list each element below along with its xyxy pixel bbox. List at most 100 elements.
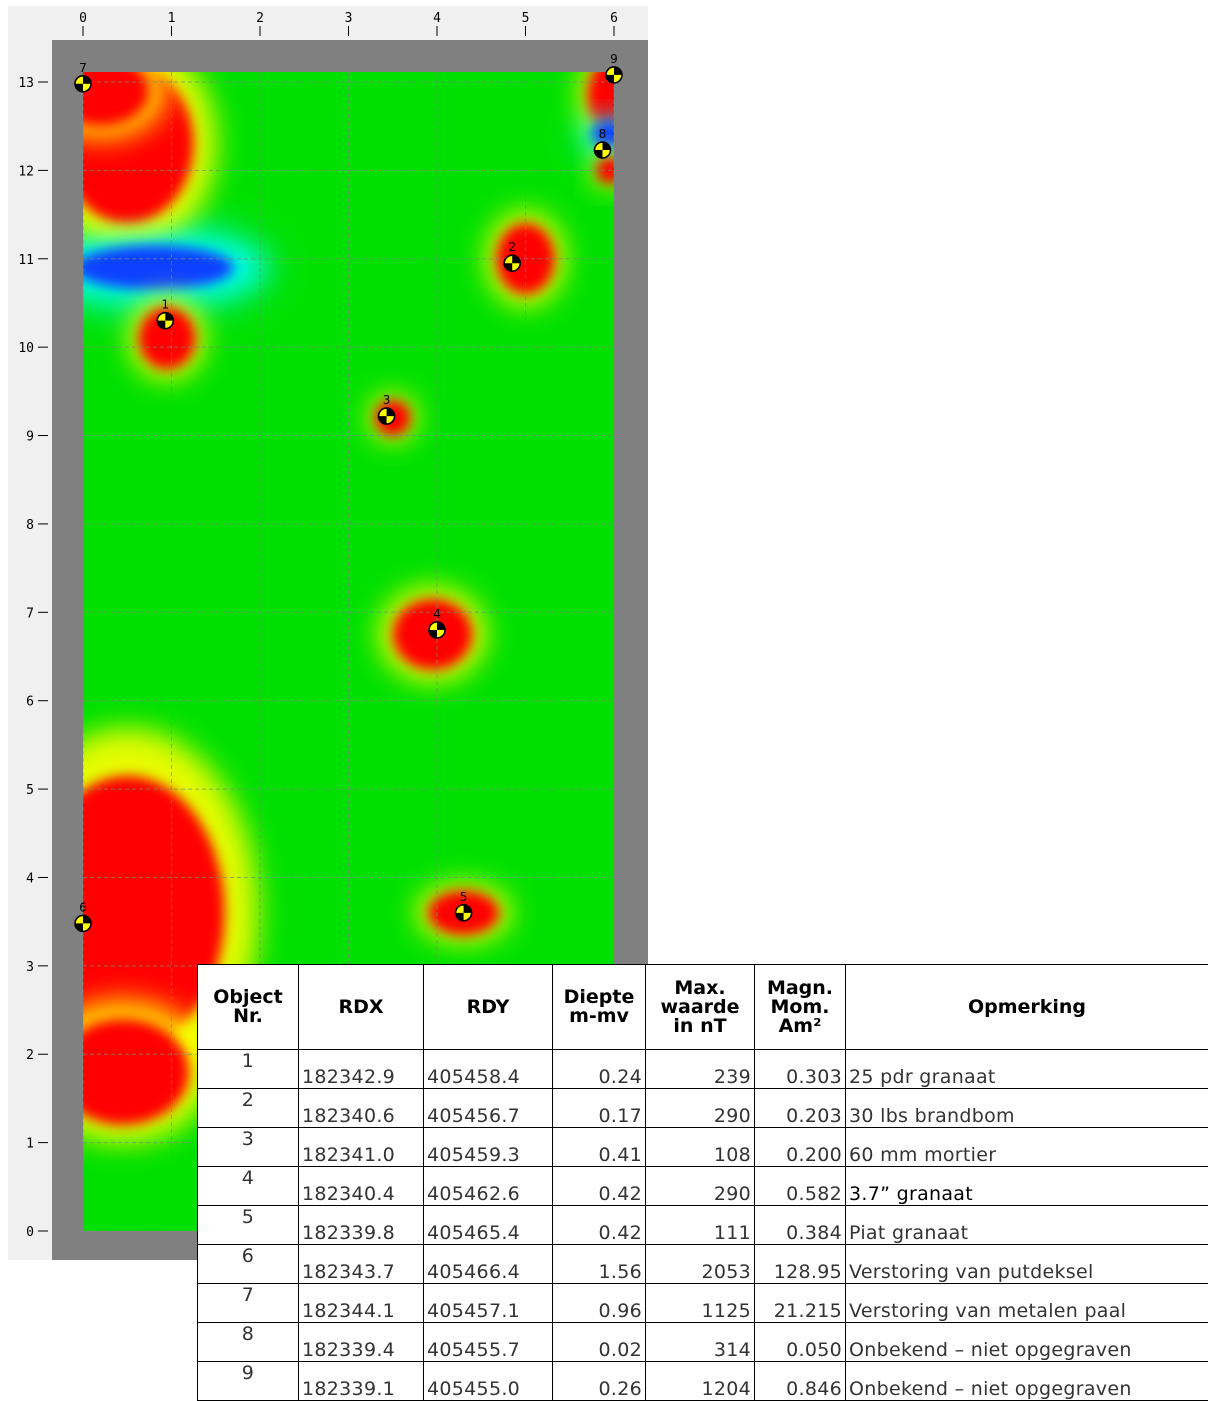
anomaly-positive xyxy=(596,157,614,184)
object-marker: 8 xyxy=(593,127,612,159)
cell-rdx: 182339.8 xyxy=(298,1205,424,1245)
table-row: 6 182343.7 405466.4 1.56 2053 128.95 Verstorin… xyxy=(197,1244,1208,1284)
table-row: 7 182344.1 405457.1 0.96 1125 21.215 Verstorin… xyxy=(197,1283,1208,1323)
y-tick-label: 7 xyxy=(26,606,34,621)
object-marker-label: 1 xyxy=(161,298,169,312)
cell-rdx: 182342.9 xyxy=(298,1049,424,1089)
cell-rdy: 405457.1 xyxy=(423,1283,553,1323)
cell-diepte: 0.02 xyxy=(552,1322,646,1362)
cell-diepte: 0.17 xyxy=(552,1088,646,1128)
table-row: 4 182340.4 405462.6 0.42 290 0.582 3.7” granaa… xyxy=(197,1166,1208,1206)
header-max-waarde: Max. waarde in nT xyxy=(645,964,755,1050)
table-row: 2 182340.6 405456.7 0.17 290 0.203 30 lbs bran… xyxy=(197,1088,1208,1128)
x-axis: 0 1 2 3 4 5 6 xyxy=(79,11,618,36)
cell-rdx: 182339.4 xyxy=(298,1322,424,1362)
y-tick-label: 8 xyxy=(26,518,34,533)
object-markers: 1 2 3 4 5 6 7 8 9 xyxy=(74,52,623,933)
header-magn-mom: Magn. Mom. Am² xyxy=(754,964,846,1050)
cell-object-nr: 3 xyxy=(197,1127,299,1167)
x-tick-label: 6 xyxy=(610,11,618,26)
anomaly-positive xyxy=(83,1018,190,1125)
header-text: waarde xyxy=(660,995,740,1018)
object-marker: 3 xyxy=(377,393,396,425)
header-text: in nT xyxy=(673,1014,727,1037)
header-text: Object xyxy=(213,986,283,1008)
cell-rdy: 405466.4 xyxy=(423,1244,553,1284)
object-marker: 7 xyxy=(74,61,92,93)
object-marker: 1 xyxy=(156,298,175,330)
header-text: Diepte xyxy=(563,986,635,1008)
header-text: RDX xyxy=(338,995,384,1018)
anomaly-negative xyxy=(83,245,234,290)
cell-max-waarde: 239 xyxy=(645,1049,755,1089)
header-rdy: RDY xyxy=(423,964,553,1050)
object-marker: 2 xyxy=(503,240,522,272)
cell-rdx: 182344.1 xyxy=(298,1283,424,1323)
cell-object-nr: 7 xyxy=(197,1283,299,1323)
cell-opmerking: 25 pdr granaat xyxy=(845,1049,1208,1089)
object-marker-label: 3 xyxy=(383,393,391,407)
cell-opmerking: Verstoring van putdeksel xyxy=(845,1244,1208,1284)
cell-diepte: 1.56 xyxy=(552,1244,646,1284)
cell-object-nr: 1 xyxy=(197,1049,299,1089)
cell-rdy: 405456.7 xyxy=(423,1088,553,1128)
y-tick-label: 4 xyxy=(26,871,34,886)
object-marker-label: 7 xyxy=(79,61,87,75)
cell-magn-mom: 0.200 xyxy=(754,1127,846,1167)
cell-magn-mom: 0.050 xyxy=(754,1322,846,1362)
cell-rdx: 182340.6 xyxy=(298,1088,424,1128)
cell-rdy: 405462.6 xyxy=(423,1166,553,1206)
header-object-nr: Object Nr. xyxy=(197,964,299,1050)
y-tick-label: 13 xyxy=(18,76,34,91)
y-tick-label: 11 xyxy=(18,253,34,268)
cell-max-waarde: 1125 xyxy=(645,1283,755,1323)
object-marker-label: 6 xyxy=(79,900,87,914)
cell-object-nr: 4 xyxy=(197,1166,299,1206)
cell-object-nr: 2 xyxy=(197,1088,299,1128)
cell-rdy: 405458.4 xyxy=(423,1049,553,1089)
table-row: 8 182339.4 405455.7 0.02 314 0.050 Onbekend – … xyxy=(197,1322,1208,1362)
cell-opmerking: 30 lbs brandbom xyxy=(845,1088,1208,1128)
cell-opmerking: Verstoring van metalen paal xyxy=(845,1283,1208,1323)
cell-opmerking: Onbekend – niet opgegraven xyxy=(845,1322,1208,1362)
object-marker: 6 xyxy=(74,900,92,933)
cell-magn-mom: 0.384 xyxy=(754,1205,846,1245)
header-diepte: Diepte m-mv xyxy=(552,964,646,1050)
header-text: Max. xyxy=(674,976,726,999)
cell-max-waarde: 108 xyxy=(645,1127,755,1167)
y-tick-label: 10 xyxy=(18,341,34,356)
cell-max-waarde: 314 xyxy=(645,1322,755,1362)
cell-max-waarde: 290 xyxy=(645,1088,755,1128)
object-marker: 9 xyxy=(605,52,623,84)
header-rdx: RDX xyxy=(298,964,424,1050)
table-row: 3 182341.0 405459.3 0.41 108 0.200 60 mm morti… xyxy=(197,1127,1208,1167)
object-marker-label: 5 xyxy=(460,890,468,904)
cell-rdx: 182341.0 xyxy=(298,1127,424,1167)
header-text: m-mv xyxy=(569,1005,629,1027)
object-marker: 4 xyxy=(428,607,446,639)
cell-opmerking: Piat granaat xyxy=(845,1205,1208,1245)
cell-magn-mom: 0.846 xyxy=(754,1361,846,1401)
object-marker-label: 8 xyxy=(599,127,607,141)
anomaly-positive xyxy=(587,72,614,131)
cell-rdx: 182340.4 xyxy=(298,1166,424,1206)
cell-diepte: 0.24 xyxy=(552,1049,646,1089)
cell-object-nr: 8 xyxy=(197,1322,299,1362)
object-marker: 5 xyxy=(454,890,473,922)
table-row: 1 182342.9 405458.4 0.24 239 0.303 25 pdr gran… xyxy=(197,1049,1208,1089)
x-tick-label: 4 xyxy=(433,11,441,26)
cell-object-nr: 5 xyxy=(197,1205,299,1245)
header-text: Nr. xyxy=(233,1005,263,1027)
anomaly-positive xyxy=(83,72,150,127)
cell-max-waarde: 290 xyxy=(645,1166,755,1206)
cell-max-waarde: 2053 xyxy=(645,1244,755,1284)
x-tick-label: 1 xyxy=(168,11,176,26)
cell-opmerking: 60 mm mortier xyxy=(845,1127,1208,1167)
cell-object-nr: 6 xyxy=(197,1244,299,1284)
object-marker-label: 2 xyxy=(508,240,516,254)
x-tick-label: 5 xyxy=(522,11,530,26)
cell-opmerking: 3.7” granaat xyxy=(845,1166,1208,1206)
x-tick-label: 2 xyxy=(256,11,264,26)
object-marker-label: 4 xyxy=(433,607,441,621)
